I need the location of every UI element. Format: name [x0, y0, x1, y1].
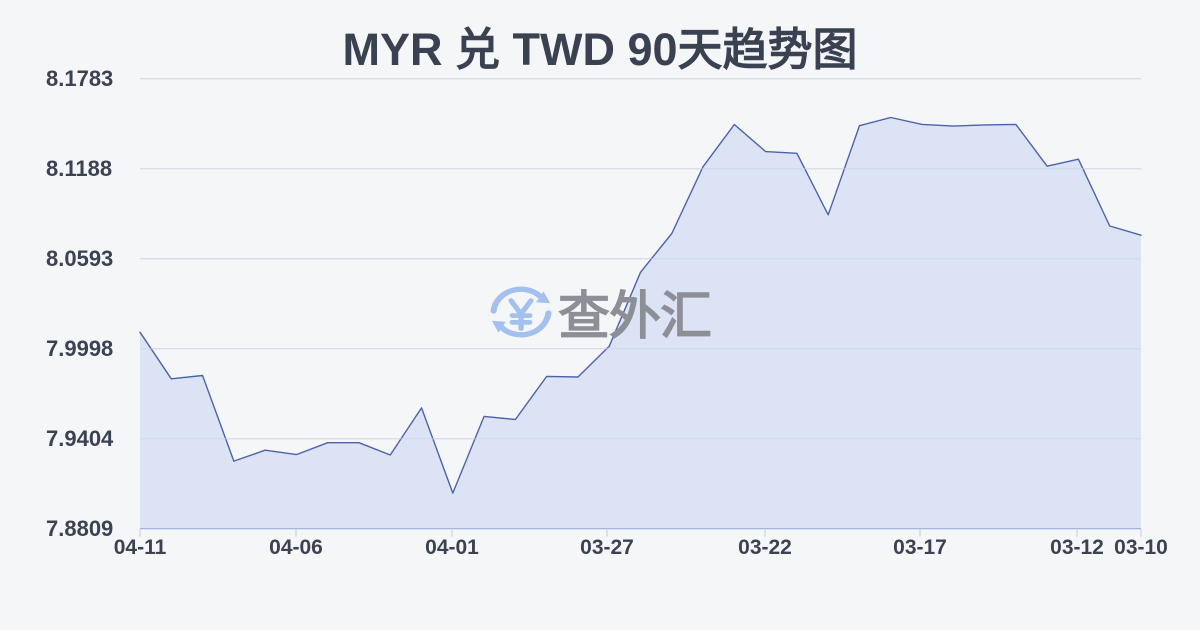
- svg-text:03-22: 03-22: [738, 536, 792, 559]
- svg-text:04-01: 04-01: [425, 536, 479, 559]
- svg-text:03-27: 03-27: [580, 536, 634, 559]
- svg-text:8.0593: 8.0593: [46, 246, 113, 271]
- svg-text:04-06: 04-06: [269, 536, 323, 559]
- svg-text:04-11: 04-11: [114, 536, 167, 559]
- svg-text:7.9998: 7.9998: [46, 336, 113, 361]
- svg-text:03-12: 03-12: [1050, 536, 1104, 559]
- svg-text:7.9404: 7.9404: [46, 426, 114, 451]
- svg-text:03-17: 03-17: [893, 536, 947, 559]
- svg-text:03-10: 03-10: [1114, 536, 1168, 559]
- svg-text:8.1188: 8.1188: [46, 156, 112, 181]
- svg-text:7.8809: 7.8809: [46, 516, 113, 541]
